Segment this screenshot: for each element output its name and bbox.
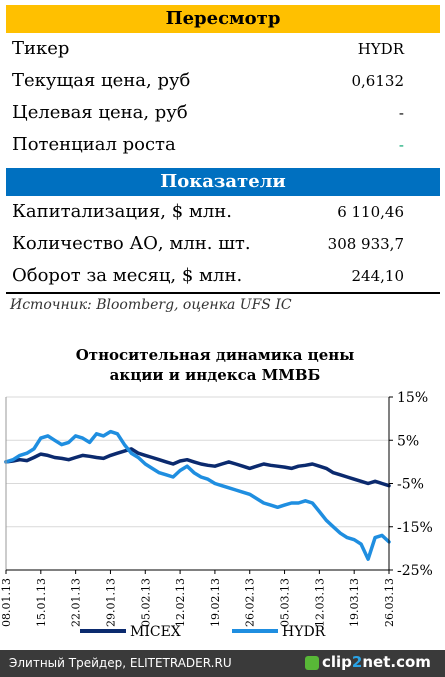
indicators-row-shares: Количество АО, млн. шт. 308 933,7: [6, 228, 440, 260]
x-tick-label: 08.01.13: [0, 578, 13, 627]
row-label: Потенциал роста: [12, 134, 176, 155]
x-tick-label: 12.02.13: [174, 578, 187, 627]
chart-series: [4, 429, 391, 561]
row-label: Оборот за месяц, $ млн.: [12, 265, 243, 286]
series-line-micex: [4, 447, 391, 488]
review-row-target-price: Целевая цена, руб -: [6, 97, 440, 129]
chart-legend: MICEX HYDR: [80, 624, 326, 640]
review-row-ticker: Тикер HYDR: [6, 33, 440, 65]
legend-label-hydr: HYDR: [282, 624, 326, 640]
footer-bar: Элитный Трейдер, ELITETRADER.RU clip2net…: [0, 650, 445, 677]
row-value: HYDR: [357, 40, 404, 58]
y-tick-label: -25%: [397, 563, 433, 579]
price-dynamics-chart: 15% 5% -5% -15% -25% 08.01.13 15.01.13 22.01.13…: [0, 390, 433, 640]
row-value: 308 933,7: [327, 235, 404, 253]
row-label: Капитализация, $ млн.: [12, 201, 233, 222]
indicators-row-turnover: Оборот за месяц, $ млн. 244,10: [6, 260, 440, 292]
x-tick-label: 15.01.13: [35, 578, 48, 627]
x-tick-label: 12.03.13: [313, 578, 326, 627]
legend-label-micex: MICEX: [130, 624, 181, 640]
indicators-row-capitalization: Капитализация, $ млн. 6 110,46: [6, 196, 440, 228]
row-label: Текущая цена, руб: [12, 70, 191, 91]
x-tick-label: 26.03.13: [383, 578, 396, 627]
clip2net-logo: clip2net.com: [322, 653, 431, 671]
indicators-header: Показатели: [6, 168, 440, 196]
clip2net-logo-icon: [305, 656, 319, 670]
review-row-current-price: Текущая цена, руб 0,6132: [6, 65, 440, 97]
row-label: Тикер: [12, 38, 70, 59]
chart-title-line2: акции и индекса ММВБ: [109, 366, 321, 384]
row-value: 244,10: [351, 267, 405, 285]
row-label: Целевая цена, руб: [12, 102, 188, 123]
review-row-growth-potential: Потенциал роста -: [6, 129, 440, 161]
row-value: -: [398, 136, 404, 154]
x-tick-label: 05.02.13: [139, 578, 152, 627]
source-note: Источник: Bloomberg, оценка UFS IC: [10, 297, 292, 313]
row-value: -: [398, 104, 404, 122]
x-tick-label: 19.03.13: [348, 578, 361, 627]
review-header: Пересмотр: [6, 5, 440, 33]
x-tick-label: 19.02.13: [209, 578, 222, 627]
row-label: Количество АО, млн. шт.: [12, 233, 251, 254]
y-tick-label: -5%: [397, 477, 424, 493]
table-divider: [6, 292, 440, 294]
series-line-hydr: [4, 429, 391, 561]
row-value: 6 110,46: [337, 203, 404, 221]
y-tick-label: 5%: [397, 433, 419, 449]
chart-grid: [6, 396, 389, 571]
x-tick-label: 05.03.13: [279, 578, 292, 627]
x-tick-label: 29.01.13: [104, 578, 117, 627]
x-tick-label: 26.02.13: [244, 578, 257, 627]
y-tick-label: -15%: [397, 520, 433, 536]
footer-credit: Элитный Трейдер, ELITETRADER.RU: [9, 656, 232, 670]
chart-title-line1: Относительная динамика цены: [75, 346, 355, 364]
x-tick-label: 22.01.13: [70, 578, 83, 627]
row-value: 0,6132: [351, 72, 405, 90]
y-tick-label: 15%: [397, 390, 428, 406]
chart-axes: 15% 5% -5% -15% -25% 08.01.13 15.01.13 22.01.13…: [0, 390, 433, 627]
